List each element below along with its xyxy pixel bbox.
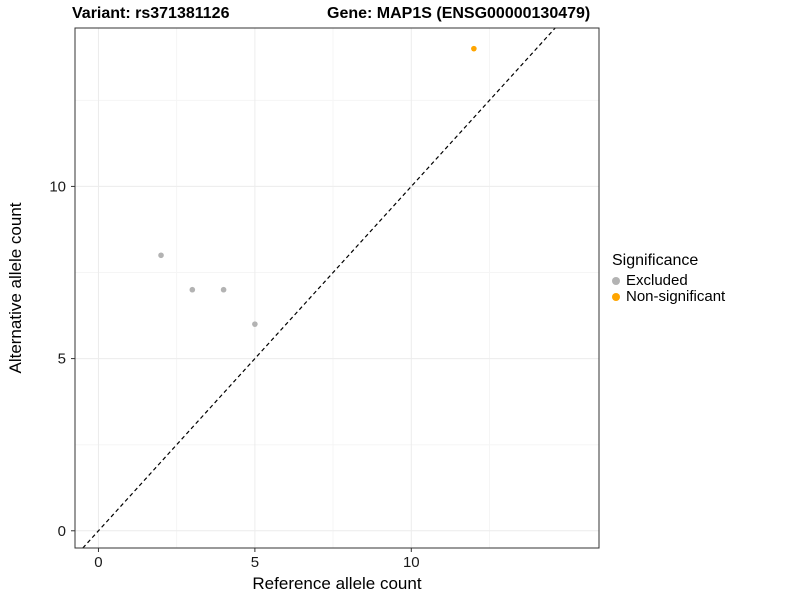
legend-label: Non-significant [626,288,726,305]
data-point-excluded [220,286,227,293]
identity-line [82,27,556,549]
data-point-excluded [158,252,164,259]
plot-title-variant: Variant: rs371381126 [72,5,230,22]
data-point-excluded [252,321,258,327]
legend-item-non-significant: Non-significant [612,289,725,305]
panel-border [74,27,600,549]
legend-items: Excluded Non-significant [612,273,725,305]
x-tick-label: 5 [251,554,259,571]
data-point-excluded [189,286,196,293]
legend-item-excluded: Excluded [612,273,725,289]
plot-panel [75,28,599,548]
x-tick-label: 10 [403,554,420,571]
y-axis-title: Alternative allele count [6,202,25,374]
y-tick-label: 5 [58,351,66,368]
legend: Significance Excluded Non-significant [612,252,725,305]
legend-label: Excluded [626,272,688,289]
data-point-non-significant [471,45,477,52]
x-tick-label: 0 [94,554,102,571]
y-tick-label: 10 [49,178,66,195]
y-tick-label: 0 [58,523,66,540]
legend-dot-excluded [612,277,620,285]
legend-dot-non-significant [612,293,620,301]
plot-title-gene: Gene: MAP1S (ENSG00000130479) [327,5,591,22]
x-axis-title: Reference allele count [252,574,422,593]
legend-title: Significance [612,252,699,269]
